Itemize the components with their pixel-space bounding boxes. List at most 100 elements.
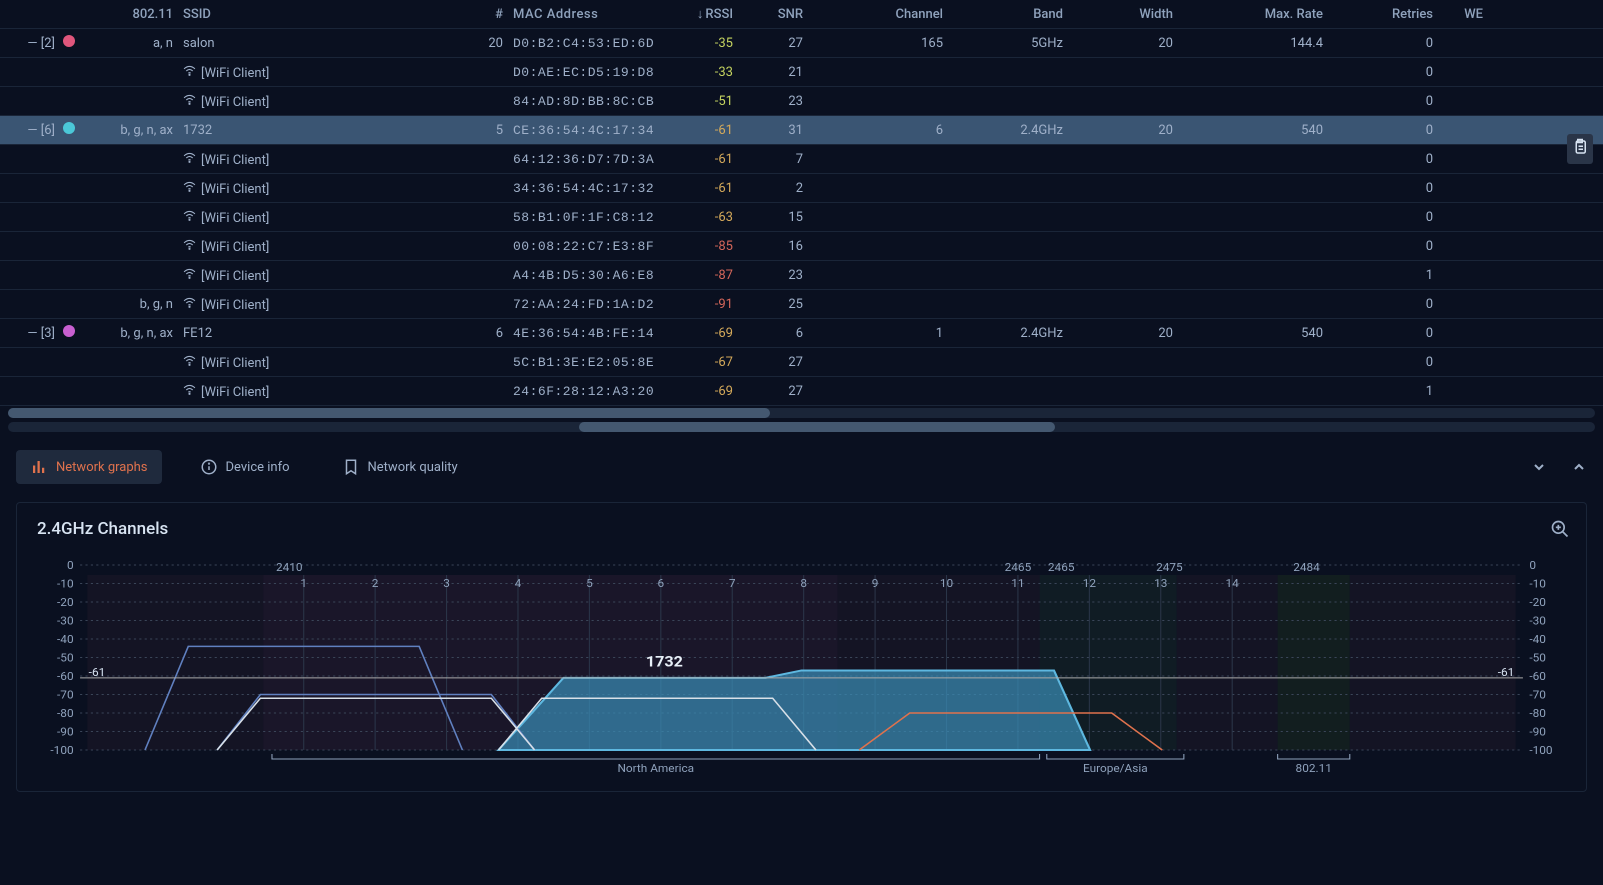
col-header-count[interactable]: #	[473, 7, 513, 22]
chevron-up-icon[interactable]	[1571, 459, 1587, 475]
cell-rssi: -63	[663, 210, 743, 225]
cell-band: 2.4GHz	[953, 326, 1073, 341]
col-header-snr[interactable]: SNR	[743, 7, 813, 22]
cell-snr: 23	[743, 268, 813, 283]
table-row[interactable]: [WiFi Client]00:08:22:C7:E3:8F-85160	[0, 232, 1603, 261]
cell-rate: 540	[1183, 326, 1333, 341]
wifi-icon	[183, 93, 196, 110]
cell-width: 20	[1073, 326, 1183, 341]
table-row[interactable]: — [3]b, g, n, axFE1264E:36:54:4B:FE:14-6…	[0, 319, 1603, 348]
table-row[interactable]: [WiFi Client]A4:4B:D5:30:A6:E8-87231	[0, 261, 1603, 290]
svg-text:-20: -20	[1529, 595, 1546, 608]
table-row[interactable]: — [2]a, nsalon20D0:B2:C4:53:ED:6D-352716…	[0, 29, 1603, 58]
wifi-icon	[183, 209, 196, 226]
cell-retries: 0	[1333, 210, 1443, 225]
svg-text:-70: -70	[57, 688, 74, 701]
expand-toggle[interactable]: — [6]	[8, 123, 63, 138]
col-header-80211[interactable]: 802.11	[88, 7, 183, 22]
col-header-mac[interactable]: MAC Address	[513, 7, 663, 22]
col-header-rate[interactable]: Max. Rate	[1183, 7, 1333, 22]
table-row[interactable]: [WiFi Client]D0:AE:EC:D5:19:D8-33210	[0, 58, 1603, 87]
svg-text:6: 6	[657, 576, 664, 589]
cell-rssi: -69	[663, 326, 743, 341]
cell-count: 20	[473, 36, 513, 51]
cell-ssid: FE12	[183, 326, 473, 341]
table-scrollbar[interactable]	[8, 408, 1595, 418]
wifi-icon	[183, 64, 196, 81]
expand-toggle[interactable]: — [3]	[8, 326, 63, 341]
cell-rssi: -33	[663, 65, 743, 80]
svg-text:2484: 2484	[1293, 560, 1320, 573]
cell-ssid: [WiFi Client]	[183, 180, 473, 197]
cell-mac: A4:4B:D5:30:A6:E8	[513, 268, 663, 283]
table-row[interactable]: [WiFi Client]34:36:54:4C:17:32-6120	[0, 174, 1603, 203]
table-row[interactable]: [WiFi Client]58:B1:0F:1F:C8:12-63150	[0, 203, 1603, 232]
cell-snr: 7	[743, 152, 813, 167]
table-row[interactable]: [WiFi Client]84:AD:8D:BB:8C:CB-51230	[0, 87, 1603, 116]
cell-rssi: -61	[663, 123, 743, 138]
expand-toggle[interactable]: — [2]	[8, 36, 63, 51]
wifi-icon	[183, 296, 196, 313]
col-header-rssi[interactable]: ↓RSSI	[663, 6, 743, 22]
svg-text:2410: 2410	[276, 560, 303, 573]
svg-text:-50: -50	[1529, 651, 1546, 664]
cell-snr: 23	[743, 94, 813, 109]
col-header-band[interactable]: Band	[953, 7, 1073, 22]
svg-text:5: 5	[586, 576, 593, 589]
svg-text:13: 13	[1154, 576, 1167, 589]
cell-retries: 0	[1333, 181, 1443, 196]
svg-text:-40: -40	[57, 632, 74, 645]
svg-text:9: 9	[872, 576, 879, 589]
cell-80211: a, n	[88, 36, 183, 51]
col-header-channel[interactable]: Channel	[813, 7, 953, 22]
svg-text:-80: -80	[1529, 706, 1546, 719]
cell-snr: 31	[743, 123, 813, 138]
svg-text:-40: -40	[1529, 632, 1546, 645]
svg-text:Europe/Asia: Europe/Asia	[1083, 761, 1148, 774]
cell-snr: 27	[743, 36, 813, 51]
clipboard-icon[interactable]	[1567, 134, 1593, 164]
table-row[interactable]: — [6]b, g, n, ax17325CE:36:54:4C:17:34-6…	[0, 116, 1603, 145]
tab-network-quality[interactable]: Network quality	[328, 450, 472, 484]
cell-mac: 72:AA:24:FD:1A:D2	[513, 297, 663, 312]
chevron-down-icon[interactable]	[1531, 459, 1547, 475]
svg-text:2465: 2465	[1048, 560, 1075, 573]
tab-network-graphs[interactable]: Network graphs	[16, 450, 162, 484]
cell-rssi: -91	[663, 297, 743, 312]
table-scrollbar-2[interactable]	[8, 422, 1595, 432]
svg-text:14: 14	[1226, 576, 1240, 589]
svg-text:-61: -61	[89, 665, 106, 678]
cell-mac: 5C:B1:3E:E2:05:8E	[513, 355, 663, 370]
svg-text:2475: 2475	[1156, 560, 1183, 573]
table-row[interactable]: [WiFi Client]5C:B1:3E:E2:05:8E-67270	[0, 348, 1603, 377]
zoom-icon[interactable]	[1550, 519, 1570, 543]
svg-text:-60: -60	[1529, 669, 1546, 682]
col-header-width[interactable]: Width	[1073, 7, 1183, 22]
cell-mac: 64:12:36:D7:7D:3A	[513, 152, 663, 167]
table-row[interactable]: [WiFi Client]64:12:36:D7:7D:3A-6170	[0, 145, 1603, 174]
svg-text:12: 12	[1083, 576, 1096, 589]
bar-chart-icon	[30, 458, 48, 476]
cell-mac: 00:08:22:C7:E3:8F	[513, 239, 663, 254]
wifi-icon	[183, 383, 196, 400]
svg-text:10: 10	[940, 576, 953, 589]
wifi-icon	[183, 238, 196, 255]
tab-device-info[interactable]: Device info	[186, 450, 304, 484]
cell-snr: 27	[743, 355, 813, 370]
channel-chart: 00-10-10-20-20-30-30-40-40-50-50-60-60-7…	[37, 555, 1566, 775]
cell-retries: 0	[1333, 326, 1443, 341]
svg-text:-20: -20	[57, 595, 74, 608]
cell-retries: 0	[1333, 297, 1443, 312]
cell-band: 2.4GHz	[953, 123, 1073, 138]
cell-ssid: [WiFi Client]	[183, 151, 473, 168]
table-row[interactable]: [WiFi Client]24:6F:28:12:A3:20-69271	[0, 377, 1603, 406]
table-row[interactable]: b, g, n[WiFi Client]72:AA:24:FD:1A:D2-91…	[0, 290, 1603, 319]
cell-count: 5	[473, 123, 513, 138]
cell-channel: 6	[813, 123, 953, 138]
col-header-retries[interactable]: Retries	[1333, 7, 1443, 22]
wifi-icon	[183, 180, 196, 197]
svg-text:-90: -90	[57, 725, 74, 738]
col-header-we[interactable]: WE	[1443, 7, 1483, 22]
col-header-ssid[interactable]: SSID	[183, 7, 473, 22]
chart-title: 2.4GHz Channels	[37, 519, 1566, 539]
